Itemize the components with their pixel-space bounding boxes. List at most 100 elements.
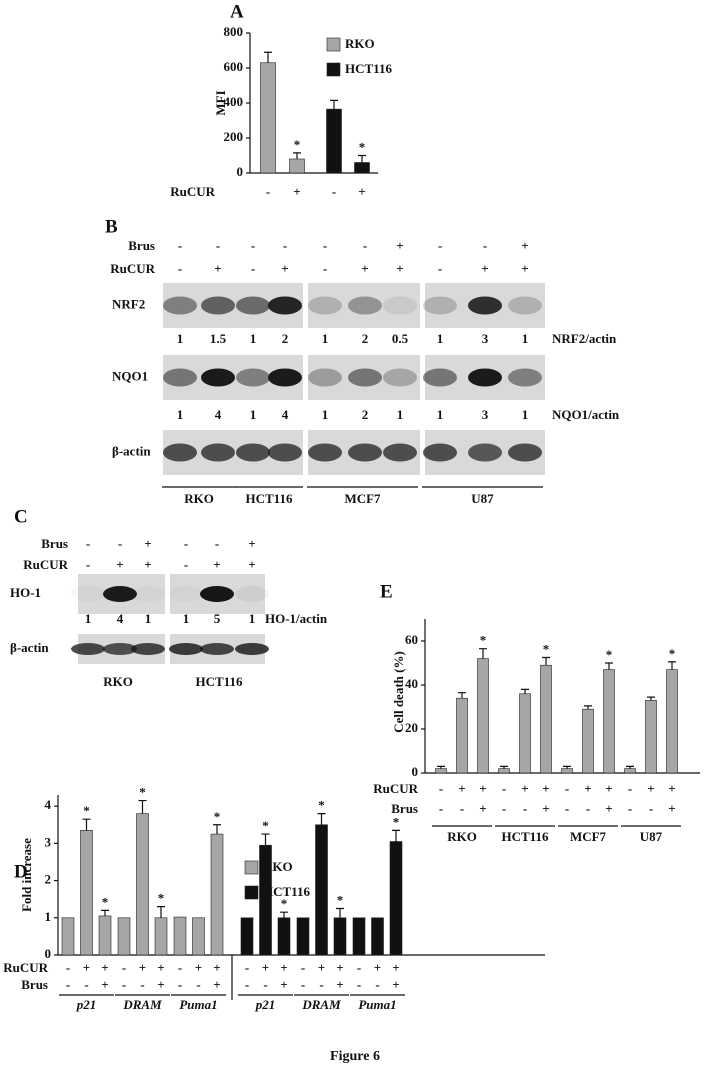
treatment-sign: + [101, 977, 108, 992]
error-bar [317, 813, 326, 825]
blot-band [169, 586, 203, 602]
treatment-label: RuCUR [3, 960, 48, 975]
treatment-sign: + [521, 781, 528, 796]
legend-label: HCT116 [345, 61, 392, 76]
treatment-sign: + [157, 977, 164, 992]
error-bar [293, 152, 301, 159]
treatment-sign: - [118, 536, 122, 551]
quant-value: 1 [177, 407, 184, 422]
band-label: β-actin [10, 640, 49, 655]
bar [315, 824, 328, 956]
blot-band [200, 643, 234, 655]
treatment-sign: - [523, 801, 527, 816]
quant-value: 4 [282, 407, 289, 422]
cell-line-label: RKO [184, 491, 214, 506]
bar [277, 917, 291, 956]
group-label: U87 [640, 829, 663, 844]
significance-mark: * [359, 139, 366, 154]
treatment-sign: + [101, 960, 108, 975]
significance-mark: * [158, 891, 165, 906]
y-tick-label: 40 [405, 676, 418, 691]
blot-band [236, 296, 270, 315]
treatment-sign: + [280, 960, 287, 975]
treatment-sign: + [521, 261, 528, 276]
bar [389, 841, 403, 956]
treatment-sign: - [301, 960, 305, 975]
blot-band [423, 443, 457, 462]
error-bar [668, 661, 676, 670]
quant-value: 4 [215, 407, 222, 422]
treatment-sign: - [319, 977, 323, 992]
quant-value: 3 [482, 331, 489, 346]
treatment-sign: - [266, 184, 270, 199]
bar [289, 158, 305, 174]
blot-band [103, 643, 137, 655]
treatment-sign: - [140, 977, 144, 992]
bar [259, 844, 272, 956]
bar [136, 813, 149, 956]
group-label: p21 [255, 997, 276, 1012]
treatment-sign: - [438, 238, 442, 253]
error-bar [261, 833, 270, 846]
blot-band [131, 643, 165, 655]
legend-swatch [244, 885, 259, 900]
quant-value: 0.5 [392, 331, 409, 346]
treatment-sign: + [248, 557, 255, 572]
error-bar [280, 911, 288, 918]
quant-value: 5 [214, 611, 221, 626]
treatment-sign: - [178, 960, 182, 975]
group-label: p21 [76, 997, 97, 1012]
y-tick-label: 20 [405, 720, 418, 735]
treatment-sign: - [628, 801, 632, 816]
quant-value: 1 [322, 331, 329, 346]
significance-mark: * [214, 809, 221, 824]
treatment-sign: - [251, 261, 255, 276]
treatment-sign: + [195, 960, 202, 975]
bar [477, 658, 489, 774]
treatment-sign: + [213, 977, 220, 992]
significance-mark: * [669, 646, 676, 661]
blot-band [468, 368, 502, 387]
legend-swatch [326, 62, 341, 77]
treatment-sign: + [542, 801, 549, 816]
figure-caption: Figure 6 [330, 1049, 380, 1064]
error-bar [563, 765, 571, 769]
treatment-sign: - [245, 977, 249, 992]
quant-value: 3 [482, 407, 489, 422]
significance-mark: * [318, 798, 325, 813]
treatment-sign: - [502, 801, 506, 816]
treatment-sign: - [483, 238, 487, 253]
bar [240, 917, 254, 956]
group-label: HCT116 [502, 829, 549, 844]
legend-swatch [326, 37, 341, 52]
treatment-sign: - [565, 801, 569, 816]
treatment-sign: - [375, 977, 379, 992]
error-bar [437, 765, 445, 769]
panel-label: E [380, 581, 393, 602]
group-label: RKO [447, 829, 477, 844]
treatment-sign: - [357, 977, 361, 992]
error-bar [330, 99, 338, 110]
treatment-sign: + [139, 960, 146, 975]
treatment-sign: - [66, 960, 70, 975]
quant-value: 1 [250, 407, 257, 422]
blot-band [235, 586, 269, 602]
treatment-sign: - [357, 960, 361, 975]
significance-mark: * [294, 137, 301, 152]
significance-mark: * [543, 641, 550, 656]
significance-mark: * [139, 785, 146, 800]
blot-band [348, 368, 382, 387]
y-tick-label: 0 [237, 164, 244, 179]
treatment-sign: - [263, 977, 267, 992]
bar [173, 916, 187, 956]
cell-line-label: U87 [471, 491, 494, 506]
error-bar [138, 799, 147, 814]
error-bar [264, 51, 272, 63]
quant-label: NQO1/actin [552, 407, 620, 422]
y-tick-label: 0 [45, 946, 52, 961]
treatment-sign: + [116, 557, 123, 572]
treatment-sign: - [122, 977, 126, 992]
quant-value: 1 [177, 331, 184, 346]
cell-line-label: HCT116 [196, 674, 243, 689]
